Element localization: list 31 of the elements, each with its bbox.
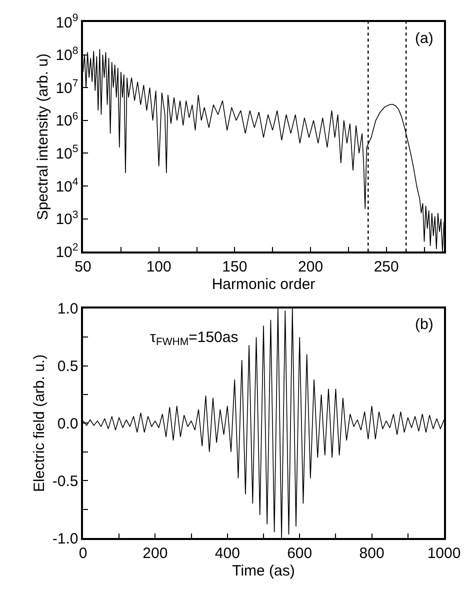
x-tick-label: 800 — [359, 544, 384, 562]
y-axis-title: Electric field (arb. u.) — [31, 354, 48, 492]
x-tick-label: 600 — [287, 544, 312, 562]
x-tick-label: 50 — [74, 258, 92, 276]
x-tick-label: 100 — [146, 258, 172, 276]
annotation: (b) — [415, 316, 434, 333]
y-tick-label: 10$^{7}$ — [56, 78, 78, 97]
y-tick-label: 10$^{5}$ — [56, 143, 78, 162]
x-tick-label: 400 — [214, 544, 240, 562]
x-tick-label: 0 — [78, 544, 88, 562]
y-tick-label: -1.0 — [52, 530, 78, 548]
x-tick-label: 1000 — [427, 544, 461, 562]
annotation: (a) — [415, 30, 434, 47]
y-tick-label: -0.5 — [52, 472, 78, 490]
x-tick-label: 250 — [374, 258, 399, 276]
x-axis-title: Harmonic order — [212, 276, 316, 293]
x-tick-label: 200 — [142, 544, 168, 562]
y-tick-label: 10$^{3}$ — [56, 208, 78, 228]
x-tick-label: 200 — [298, 258, 324, 276]
y-tick-label: 0.0 — [57, 415, 78, 432]
y-tick-label: 0.5 — [57, 358, 78, 376]
annotation: τ$_{FWHM}$=150as — [150, 329, 238, 348]
y-tick-label: 10$^{8}$ — [56, 44, 78, 64]
y-tick-label: 10$^{9}$ — [56, 12, 78, 32]
y-tick-label: 10$^{2}$ — [56, 242, 78, 261]
x-axis-title: Time (as) — [232, 562, 295, 580]
y-tick-label: 10$^{6}$ — [56, 110, 78, 130]
y-axis-title: Spectral intensity (arb. u) — [34, 53, 52, 220]
y-tick-label: 10$^{4}$ — [56, 176, 78, 196]
y-tick-label: 1.0 — [57, 300, 78, 318]
x-tick-label: 150 — [222, 258, 248, 276]
